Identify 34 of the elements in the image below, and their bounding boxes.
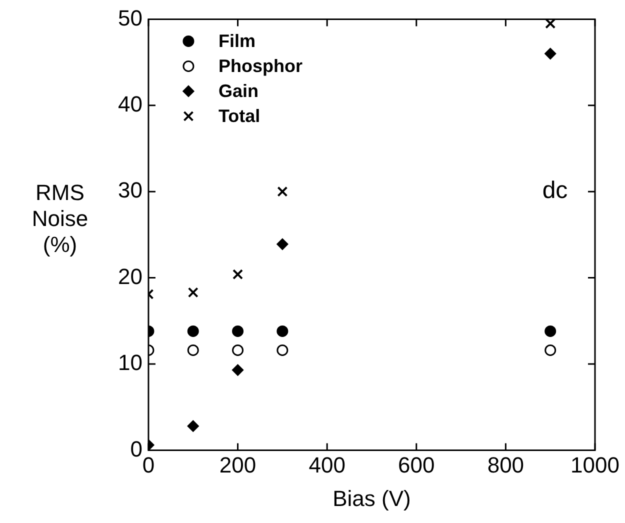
legend-label: Film [218,31,256,52]
x-tick-label: 1000 [570,452,620,478]
point [277,186,288,197]
point [276,325,288,337]
y-tick-label: 10 [118,350,142,376]
y-tick-label: 40 [118,91,142,116]
y-tick-label: 20 [118,264,142,289]
y-tick-label: 50 [118,5,142,30]
x-tick-label: 600 [398,452,435,478]
point [232,269,244,280]
point [276,238,288,250]
x-axis-title: Bias (V) [332,486,411,511]
point [544,325,556,337]
y-tick-label: 30 [118,178,142,203]
point [545,19,556,29]
x-tick-label: 200 [219,452,256,478]
y-axis-title: RMS Noise (%) [30,180,90,258]
point [232,344,244,356]
legend-label: Gain [218,81,258,102]
point [544,344,556,356]
point [544,48,556,60]
x-tick-label: 800 [487,452,524,478]
legend-label: Phosphor [218,56,302,76]
point [232,364,244,376]
annotation: dc [542,177,568,204]
point [187,325,199,337]
point [188,287,198,298]
y-tick-label: 0 [130,436,142,462]
point [232,325,244,337]
legend-label: Total [218,106,260,126]
x-tick-label: 400 [308,452,346,478]
point [276,344,288,356]
point [187,420,199,432]
point [187,344,199,356]
